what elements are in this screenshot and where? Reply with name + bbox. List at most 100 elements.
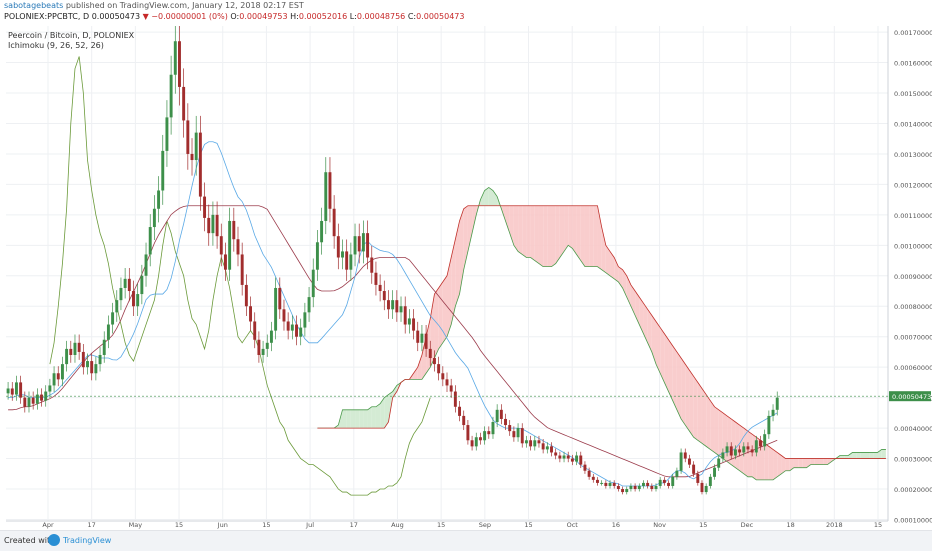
candle-body (303, 312, 307, 328)
cloud-segment (656, 321, 661, 374)
cloud-segment (810, 458, 815, 465)
cloud-segment (346, 409, 351, 429)
candle-body (56, 373, 60, 380)
x-tick-label: May (129, 521, 143, 529)
candle-body (725, 446, 729, 453)
y-tick-label: 0.00060000 (894, 364, 932, 372)
y-tick-label: 0.00170000 (894, 29, 932, 37)
cloud-segment (589, 205, 594, 267)
candle-body (341, 251, 344, 258)
cloud-segment (559, 205, 565, 258)
cloud-segment (860, 452, 866, 459)
candle-body (269, 330, 273, 343)
high-label: H: (290, 12, 299, 21)
chart-area[interactable]: 0.00170000 0.00160000 0.00150000 0.00140000… (0, 20, 932, 530)
x-tick-label: Jul (305, 521, 314, 529)
candle-body (537, 440, 541, 444)
cloud-segment (718, 409, 723, 459)
cloud-segment (839, 455, 845, 459)
cloud-segment (513, 205, 519, 252)
cloud-segment (844, 455, 849, 459)
cloud-segment (672, 345, 677, 410)
x-tick-label: 17 (350, 521, 358, 529)
cloud-segment (342, 409, 347, 429)
cloud-segment (363, 409, 368, 429)
candle-body (111, 312, 115, 325)
candle-body (683, 452, 687, 459)
cloud-segment (827, 458, 832, 465)
candle-body (295, 324, 298, 337)
candle-body (361, 233, 365, 252)
candle-body (144, 254, 148, 276)
cloud-segment (530, 205, 535, 261)
candle-body (253, 321, 257, 340)
candle-body (487, 431, 491, 435)
candle-body (458, 406, 462, 416)
candle-body (370, 257, 374, 273)
candle-body (299, 327, 303, 337)
chikou-line (49, 56, 431, 496)
published-text: published on TradingView.com, January 12… (65, 1, 304, 10)
candle-body (123, 278, 127, 288)
candle-body (152, 208, 156, 228)
cloud-segment (806, 458, 811, 468)
candle-body (554, 452, 558, 456)
cloud-segment (693, 376, 698, 441)
candle-body (654, 485, 658, 490)
candle-body (462, 415, 466, 426)
candle-body (650, 485, 654, 490)
candle-body (687, 458, 691, 465)
y-tick-label: 0.00130000 (894, 151, 932, 159)
x-tick-label: 18 (786, 521, 794, 529)
candle-body (499, 409, 503, 419)
candle-body (182, 86, 186, 121)
cloud-segment (743, 428, 748, 477)
candle-body (186, 120, 190, 154)
cloud-segment (706, 394, 711, 450)
candle-body (387, 300, 390, 310)
candle-body (633, 485, 637, 490)
chart-background (0, 26, 932, 530)
cloud-segment (551, 205, 556, 267)
cloud-segment (873, 452, 878, 459)
cloud-segment (417, 354, 422, 380)
cloud-segment (467, 205, 473, 252)
tradingview-brand[interactable]: TradingView (63, 536, 112, 545)
candle-body (232, 220, 236, 240)
y-tick-label: 0.00010000 (894, 516, 932, 524)
author-link[interactable]: sabotagebeats (4, 1, 64, 10)
cloud-segment (739, 425, 744, 474)
cloud-segment (580, 205, 585, 267)
cloud-segment (852, 452, 857, 459)
candle-body (77, 342, 81, 352)
candle-body (349, 254, 353, 270)
cloud-segment (538, 205, 544, 267)
candle-body (90, 361, 94, 374)
candle-body (215, 214, 219, 237)
x-tick-label: Apr (42, 521, 54, 529)
indicator-legend[interactable]: Ichimoku (9, 26, 52, 26) (8, 41, 104, 50)
price-chart[interactable]: 0.00170000 0.00160000 0.00150000 0.00140000… (0, 20, 932, 530)
x-tick-label: Nov (653, 521, 666, 529)
y-tick-label: 0.00140000 (894, 120, 932, 128)
candle-body (616, 485, 620, 490)
candle-body (604, 482, 608, 486)
candle-body (541, 443, 545, 450)
candle-body (48, 385, 52, 392)
x-tick-label: Aug (391, 521, 404, 529)
candle-body (412, 318, 416, 331)
cloud-segment (660, 327, 665, 383)
candle-body (31, 397, 35, 404)
candle-body (274, 287, 278, 331)
cloud-segment (375, 403, 381, 429)
down-arrow-icon: ▼ (142, 12, 149, 21)
cloud-segment (380, 397, 385, 429)
candle-body (566, 455, 570, 459)
y-tick-label: 0.00100000 (894, 242, 932, 250)
close-label: C: (407, 12, 417, 21)
tradingview-logo-icon[interactable] (48, 534, 60, 546)
candle-body (696, 473, 700, 483)
candle-body (73, 342, 77, 355)
open-label: O: (230, 12, 240, 21)
candle-body (282, 309, 286, 322)
